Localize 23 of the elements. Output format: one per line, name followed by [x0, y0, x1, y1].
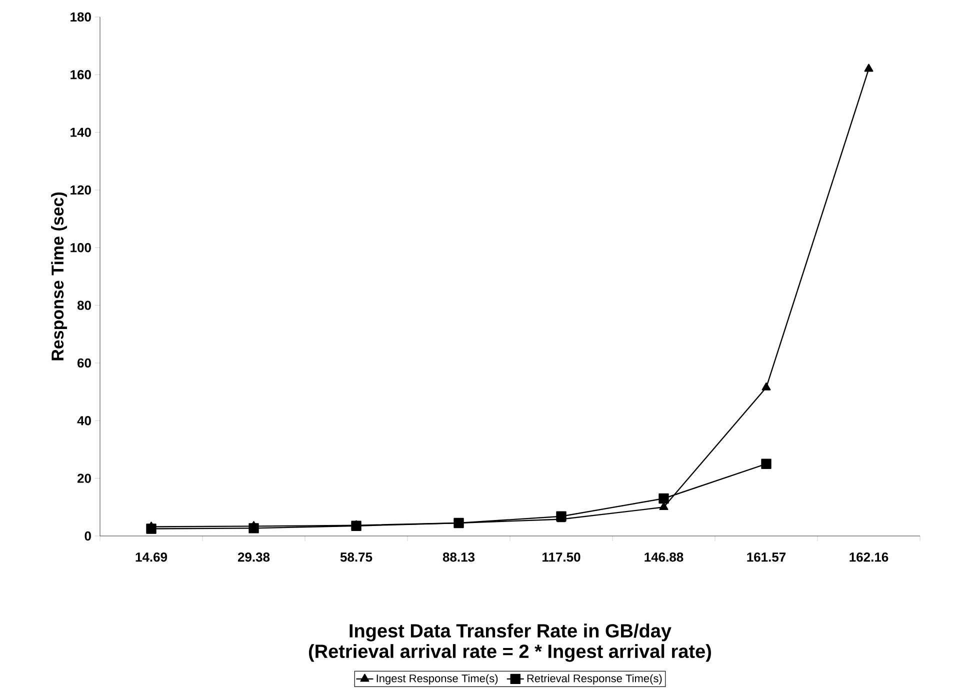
x-tick-label: 117.50	[542, 552, 580, 562]
y-tick-label: 40	[77, 416, 91, 426]
x-tick-label: 14.69	[136, 552, 168, 562]
x-tick-label: 162.16	[850, 552, 888, 562]
y-tick-label: 20	[77, 474, 91, 483]
text: (Retrieval arrival rate = 2 * Ingest arrival rate)	[308, 644, 711, 662]
y-tick-label: 0	[84, 531, 91, 541]
y-tick-label: 60	[77, 358, 91, 368]
y-tick-label: 160	[70, 70, 91, 80]
x-tick-label: 146.88	[644, 552, 684, 562]
y-tick-label: 120	[70, 185, 91, 195]
x-axis-title: Ingest Data Transfer Rate in GB/day	[350, 624, 672, 642]
y-axis-title: Response Time (sec)	[51, 192, 67, 360]
x-tick-label: 88.13	[442, 552, 475, 562]
x-tick-label: 161.57	[747, 552, 786, 562]
y-tick-label: 100	[70, 243, 91, 252]
y-tick-label: 180	[70, 12, 91, 22]
y-tick-label: 80	[77, 300, 91, 310]
x-tick-label: 58.75	[340, 552, 372, 562]
legend-label: Retrieval Response Time(s)	[527, 674, 662, 684]
legend-label: Ingest Response Time(s)	[376, 674, 498, 684]
y-tick-label: 140	[70, 128, 91, 137]
x-tick-label: 29.38	[238, 552, 270, 562]
